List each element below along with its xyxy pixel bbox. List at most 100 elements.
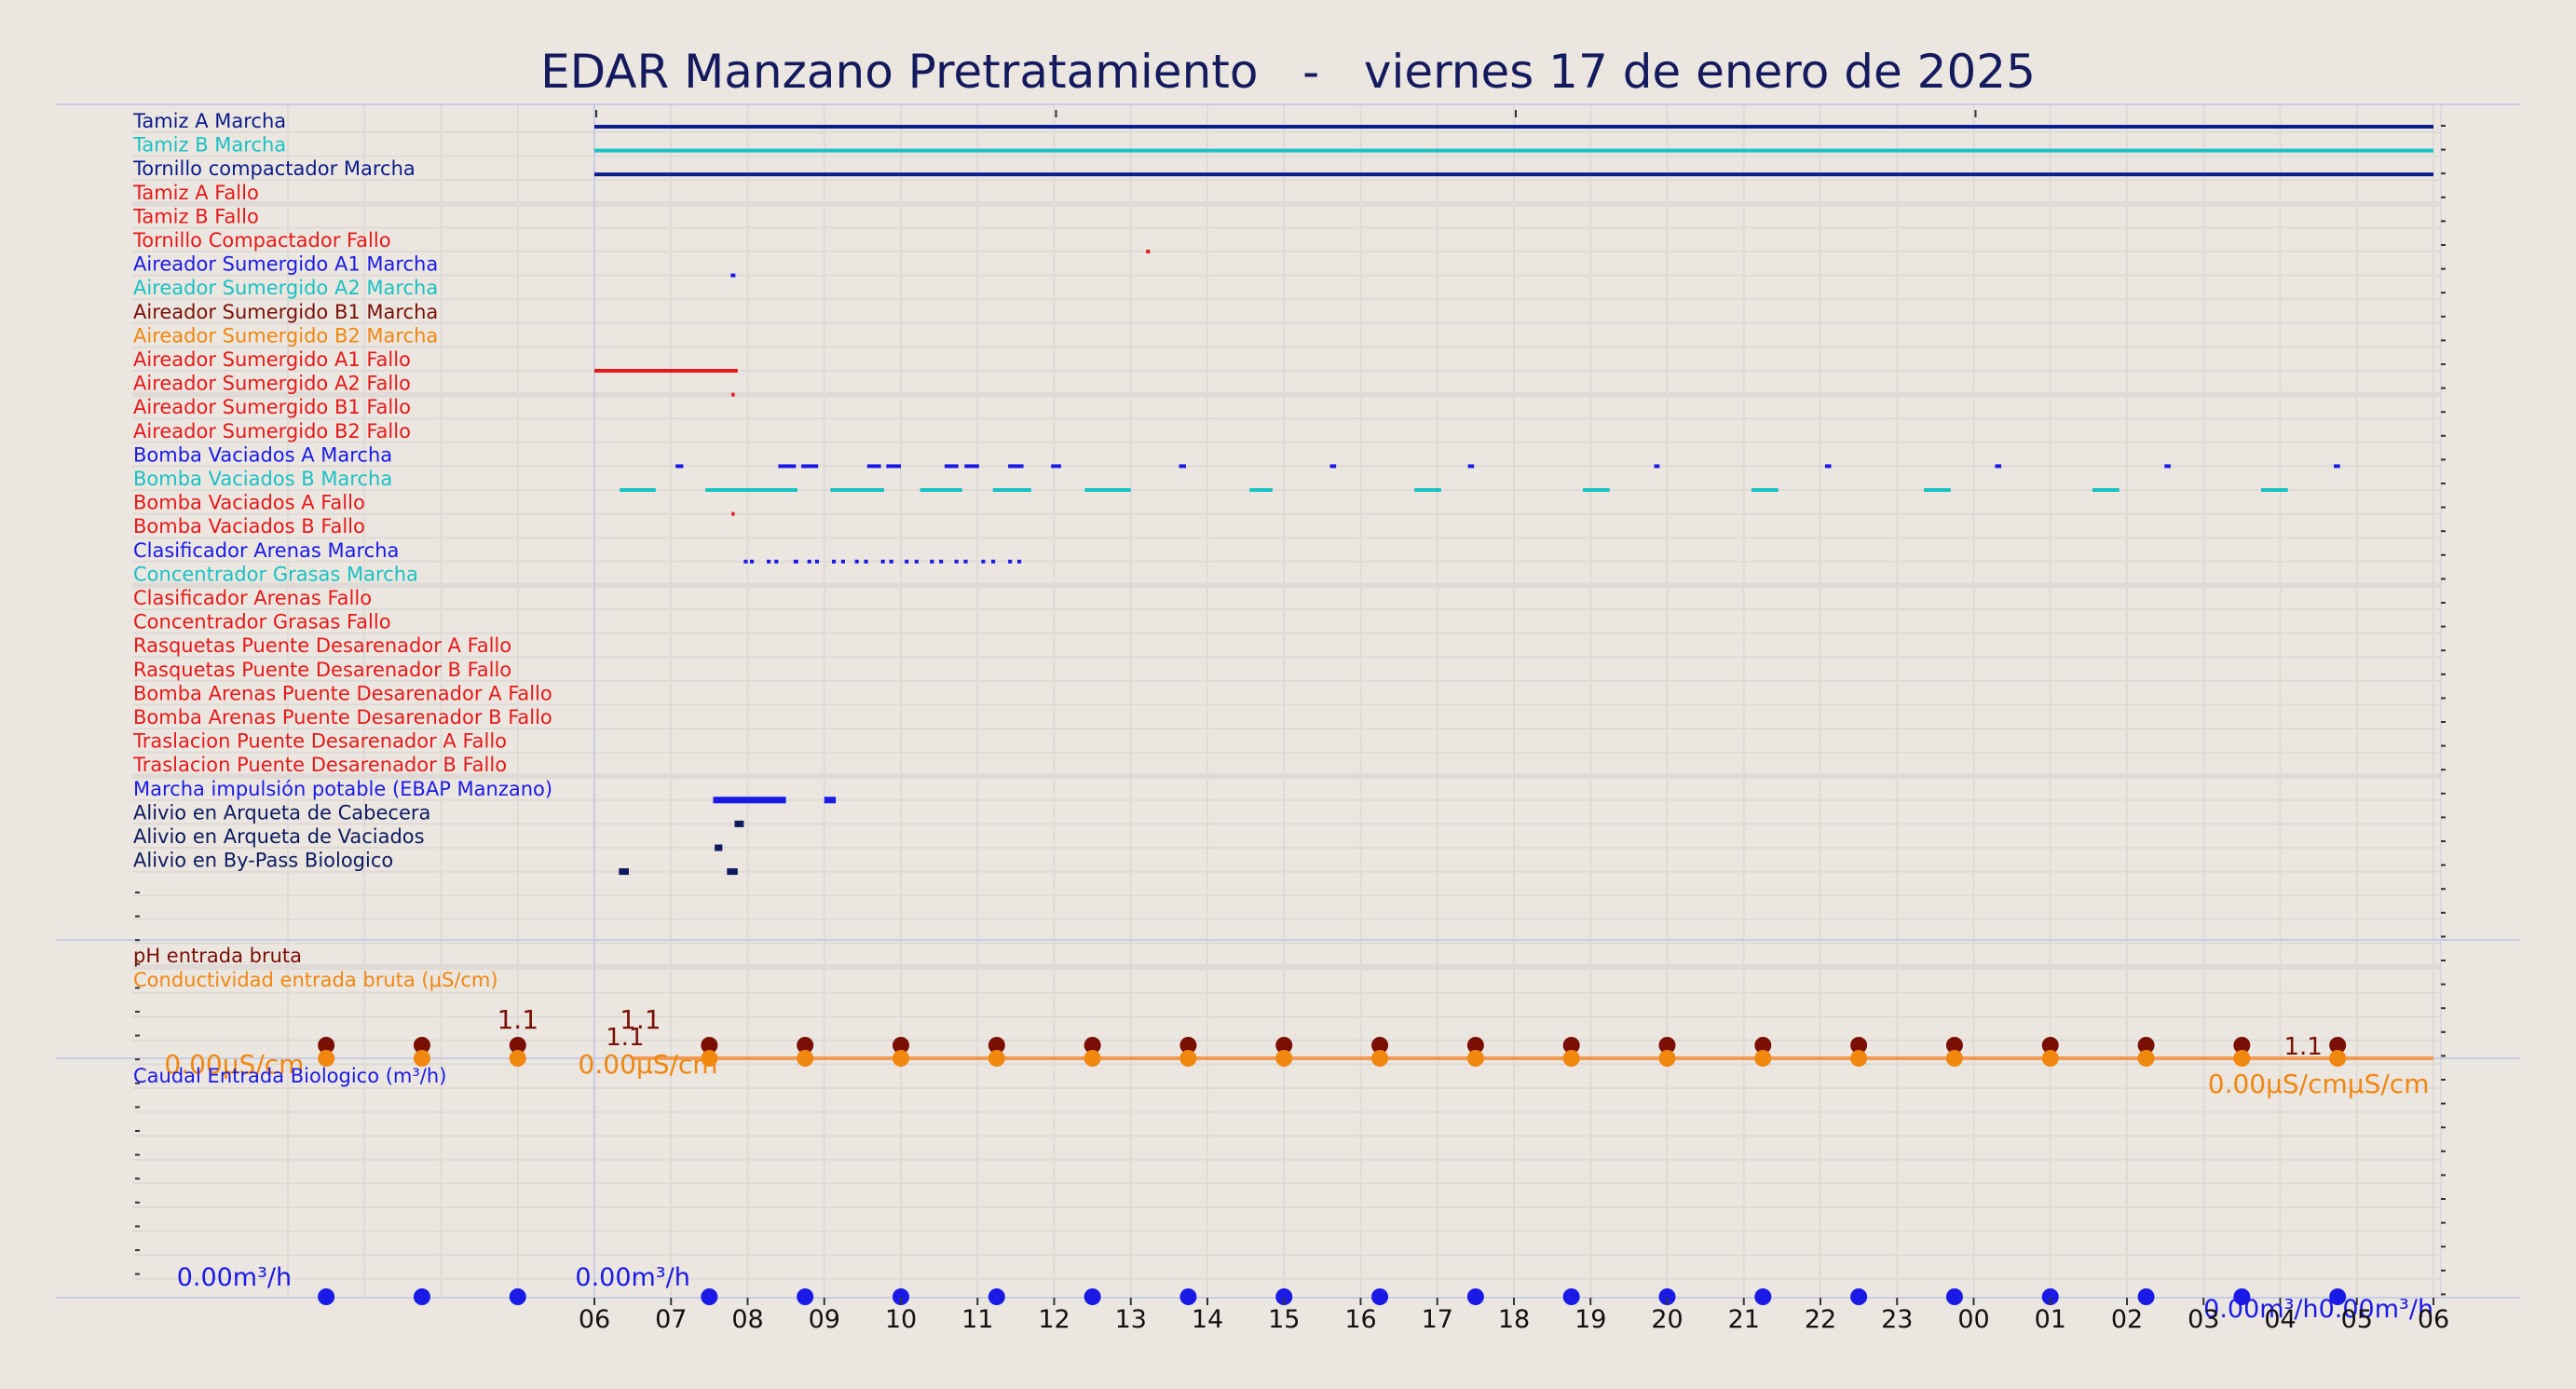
caudal-point <box>1466 1288 1484 1305</box>
caudal-point <box>2041 1288 2059 1305</box>
value-label: 1.1 <box>2283 1033 2322 1061</box>
signal-on-bar <box>1924 488 1951 492</box>
signal-on-bar <box>831 559 837 564</box>
value-label: 0.00m³/h <box>575 1263 689 1292</box>
signal-on-bar <box>774 559 779 564</box>
value-label: 1.1 <box>606 1024 644 1052</box>
page-title: EDAR Manzano Pretratamiento - viernes 17… <box>540 45 2036 99</box>
frame-layer <box>56 103 2520 1299</box>
signal-label: Concentrador Grasas Marcha <box>133 563 418 585</box>
signal-label: Bomba Vaciados A Fallo <box>133 492 365 514</box>
signal-label: Bomba Arenas Puente Desarenador A Fallo <box>133 682 552 704</box>
signal-on-bar <box>963 559 968 564</box>
signal-label: Bomba Vaciados B Marcha <box>133 468 392 490</box>
signal-on-bar <box>2164 464 2171 469</box>
caudal-point <box>2137 1288 2155 1305</box>
signal-label: Bomba Vaciados A Marcha <box>133 443 392 466</box>
value-label: 0.00μS/cmμS/cm <box>2208 1069 2430 1099</box>
x-tick-label: 15 <box>1268 1305 1300 1334</box>
series-label-ph: pH entrada bruta <box>133 945 302 967</box>
x-tick-label: 02 <box>2111 1305 2143 1334</box>
caudal-point <box>701 1288 718 1305</box>
signal-label: Aireador Sumergido A1 Fallo <box>133 348 411 371</box>
caudal-point <box>1179 1288 1197 1305</box>
x-tick-label: 01 <box>2035 1305 2066 1334</box>
signal-on-bar <box>1249 488 1273 492</box>
x-tick-label: 10 <box>885 1305 917 1334</box>
signal-on-bar <box>886 464 901 469</box>
signal-on-bar <box>991 559 996 564</box>
signal-on-bar <box>727 868 738 876</box>
signal-label: Aireador Sumergido B1 Fallo <box>133 396 411 418</box>
signal-label: Tornillo Compactador Fallo <box>132 229 391 252</box>
caudal-point <box>413 1288 430 1305</box>
signal-on-bar <box>814 559 819 564</box>
x-tick-label: 06 <box>579 1305 610 1334</box>
x-tick-label: 06 <box>2418 1305 2449 1334</box>
ph-point <box>2329 1037 2347 1054</box>
conductividad-point <box>2137 1050 2155 1067</box>
caudal-point <box>1658 1288 1676 1305</box>
signal-on-bar <box>920 488 962 492</box>
signal-on-bar <box>992 488 1031 492</box>
caudal-point <box>893 1288 909 1305</box>
ph-point <box>1179 1037 1197 1054</box>
conductividad-point <box>1084 1050 1101 1067</box>
ph-point <box>988 1037 1005 1054</box>
ph-point <box>413 1037 430 1054</box>
signal-label: Alivio en By-Pass Biologico <box>133 850 393 872</box>
x-axis: 06 07 08 09 10 11 12 13 14 15 16 17 18 19 20 21 22 23 00 01… <box>579 1298 2449 1334</box>
signal-on-bar <box>619 868 630 876</box>
signal-on-bar <box>793 559 798 564</box>
signal-on-bar <box>1084 488 1131 492</box>
caudal-point <box>509 1288 526 1305</box>
signal-on-bar <box>767 559 771 564</box>
signal-on-bar <box>778 464 797 469</box>
signal-on-bar <box>2092 488 2119 492</box>
ph-point <box>1084 1037 1101 1054</box>
ph-point <box>2137 1037 2155 1054</box>
signal-label: Aireador Sumergido A1 Marcha <box>133 253 438 276</box>
conductividad-point <box>2233 1050 2251 1067</box>
x-tick-label: 20 <box>1651 1305 1683 1334</box>
ph-point <box>893 1037 909 1054</box>
ph-point <box>1466 1037 1484 1054</box>
x-tick-label: 08 <box>731 1305 763 1334</box>
caudal-point <box>1371 1288 1389 1305</box>
value-label: 1.1 <box>497 1004 538 1035</box>
x-tick-label: 23 <box>1881 1305 1913 1334</box>
x-tick-label: 21 <box>1728 1305 1760 1334</box>
signal-label: Clasificador Arenas Fallo <box>133 587 372 609</box>
signal-on-bar <box>1654 464 1660 469</box>
ph-point <box>318 1037 335 1054</box>
ph-point <box>1371 1037 1389 1054</box>
x-tick-label: 12 <box>1038 1305 1070 1334</box>
signal-label: Bomba Arenas Puente Desarenador B Fallo <box>133 706 552 729</box>
signal-label: Concentrador Grasas Fallo <box>133 611 391 633</box>
x-tick-label: 19 <box>1574 1305 1606 1334</box>
signal-on-bar <box>731 392 735 397</box>
signal-label: Traslacion Puente Desarenador B Fallo <box>132 754 507 776</box>
caudal-point <box>797 1288 814 1305</box>
signal-on-bar <box>1583 488 1610 492</box>
conductividad-point <box>2329 1050 2347 1067</box>
value-label: 0.00m³/h0.00m³/h <box>2203 1295 2433 1324</box>
caudal-point <box>1562 1288 1580 1305</box>
signal-on-bar <box>880 559 885 564</box>
x-tick-label: 09 <box>809 1305 840 1334</box>
signal-on-bar <box>944 464 959 469</box>
signal-on-bar <box>620 488 656 492</box>
signal-on-bar <box>705 488 797 492</box>
signal-on-bar <box>866 464 881 469</box>
signal-on-bar <box>2260 488 2288 492</box>
signal-on-bar <box>930 559 934 564</box>
ph-point <box>2041 1037 2059 1054</box>
conductividad-point <box>413 1050 430 1067</box>
x-tick-label: 14 <box>1192 1305 1223 1334</box>
signal-label: Bomba Vaciados B Fallo <box>133 515 365 538</box>
signal-label: Tornillo compactador Marcha <box>132 157 416 180</box>
signal-on-bar <box>594 369 738 373</box>
x-tick-label: 18 <box>1498 1305 1530 1334</box>
value-label: 0.00μS/cm <box>579 1049 718 1080</box>
